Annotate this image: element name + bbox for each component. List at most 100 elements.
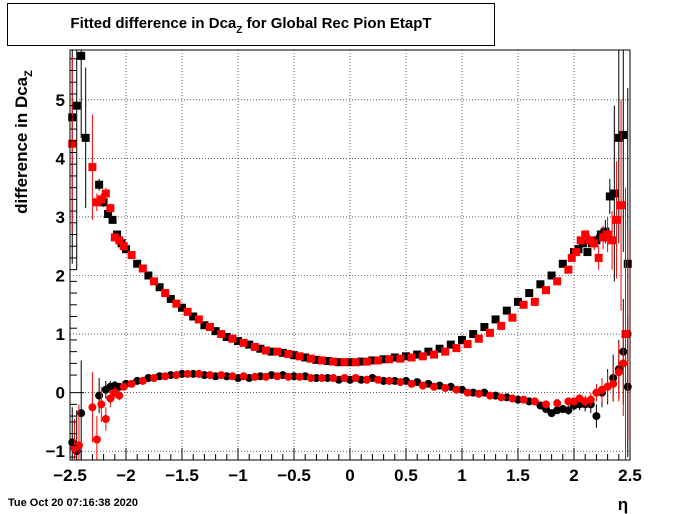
data-point-square <box>284 349 293 358</box>
chart-title: Fitted difference in DcaZ for Global Rec… <box>8 15 494 36</box>
data-point-square <box>542 286 550 295</box>
data-point-square <box>525 289 534 298</box>
data-point-square <box>357 357 366 366</box>
data-point-square <box>480 323 489 332</box>
data-point-square <box>564 265 573 274</box>
data-point-square <box>486 328 494 337</box>
data-point-square <box>104 210 113 218</box>
data-point-circle <box>284 372 293 381</box>
data-point-square <box>290 351 298 360</box>
data-point-circle <box>623 330 632 339</box>
data-point-square <box>581 230 590 239</box>
data-point-circle <box>127 379 136 388</box>
data-point-square <box>334 358 343 367</box>
y-axis-title-main: difference in Dca <box>12 76 31 214</box>
data-point-square <box>519 300 528 309</box>
data-point-square <box>92 198 101 207</box>
data-point-square <box>547 271 556 280</box>
data-point-square <box>553 277 562 286</box>
data-point-square <box>106 204 115 213</box>
data-point-square <box>610 189 619 198</box>
data-point-circle <box>418 381 427 390</box>
data-point-square <box>612 215 621 224</box>
data-point-square <box>617 201 626 210</box>
data-point-square <box>340 358 349 367</box>
x-tick-label: 0 <box>345 466 354 485</box>
data-point-square <box>567 253 576 262</box>
data-point-square <box>110 233 119 242</box>
x-tick-label: −2.5 <box>53 466 87 485</box>
x-tick-label: 1.5 <box>506 466 530 485</box>
data-point-circle <box>592 412 601 421</box>
data-point-square <box>119 242 128 251</box>
data-point-square <box>536 280 545 289</box>
data-point-square <box>390 353 399 362</box>
data-point-square <box>396 354 405 363</box>
data-point-square <box>166 294 175 303</box>
data-point-square <box>115 236 124 245</box>
data-point-square <box>514 297 522 306</box>
data-point-square <box>583 248 592 257</box>
data-point-square <box>206 323 214 332</box>
data-point-square <box>594 253 603 262</box>
x-tick-label: 0.5 <box>394 466 418 485</box>
data-point-square <box>590 239 599 248</box>
data-point-square <box>619 130 628 139</box>
data-point-square <box>585 236 594 245</box>
data-point-square <box>418 352 427 361</box>
data-point-circle <box>92 435 101 444</box>
data-point-square <box>256 344 265 353</box>
data-point-square <box>101 189 110 198</box>
data-point-square <box>351 358 360 367</box>
data-point-circle <box>553 399 562 408</box>
x-tick-label: 2.5 <box>618 466 642 485</box>
data-point-square <box>385 355 394 364</box>
data-point-square <box>239 338 248 347</box>
data-point-circle <box>609 379 618 388</box>
data-point-circle <box>486 391 494 400</box>
data-point-square <box>614 133 623 142</box>
data-point-square <box>211 327 220 336</box>
data-point-square <box>491 315 500 324</box>
y-tick-label: −1 <box>46 442 65 461</box>
data-point-square <box>402 352 410 361</box>
data-point-circle <box>619 359 628 368</box>
data-point-square <box>530 297 539 306</box>
data-point-circle <box>564 397 573 406</box>
data-point-square <box>295 352 304 361</box>
y-tick-label: 3 <box>56 208 65 227</box>
data-point-circle <box>586 395 595 404</box>
data-point-square <box>413 350 422 359</box>
data-point-square <box>97 195 106 204</box>
data-point-square <box>474 334 483 343</box>
data-point-circle <box>194 369 203 378</box>
data-point-square <box>323 357 332 366</box>
data-point-square <box>407 353 416 362</box>
data-point-square <box>599 233 608 242</box>
y-tick-label: 2 <box>56 267 65 286</box>
chart-title-main: Fitted difference in Dca <box>70 15 237 32</box>
data-point-circle <box>396 378 405 387</box>
data-point-square <box>262 346 270 355</box>
x-axis-title: η <box>618 495 628 514</box>
data-point-circle <box>119 382 128 391</box>
data-point-square <box>250 342 259 351</box>
data-point-circle <box>77 409 86 418</box>
data-point-circle <box>217 371 226 380</box>
data-point-circle <box>250 372 259 381</box>
data-point-circle <box>452 385 461 394</box>
series-1 <box>68 55 630 460</box>
data-point-circle <box>542 400 550 409</box>
data-point-circle <box>161 372 170 381</box>
data-point-square <box>329 357 338 366</box>
y-axis-title-subscript: Z <box>23 70 35 77</box>
data-point-square <box>312 355 321 364</box>
axis-tick-labels: −2.5 −2 −1.5 −1 −0.5 0 0.5 1 1.5 2 2.5 −1 0 1 2 3 4 5 <box>46 91 642 485</box>
data-point-circle <box>318 374 326 382</box>
data-point-circle <box>262 372 270 381</box>
data-point-square <box>273 347 282 356</box>
data-point-square <box>346 358 354 367</box>
data-point-circle <box>508 394 517 403</box>
data-point-circle <box>306 374 315 382</box>
data-point-circle <box>273 372 282 381</box>
